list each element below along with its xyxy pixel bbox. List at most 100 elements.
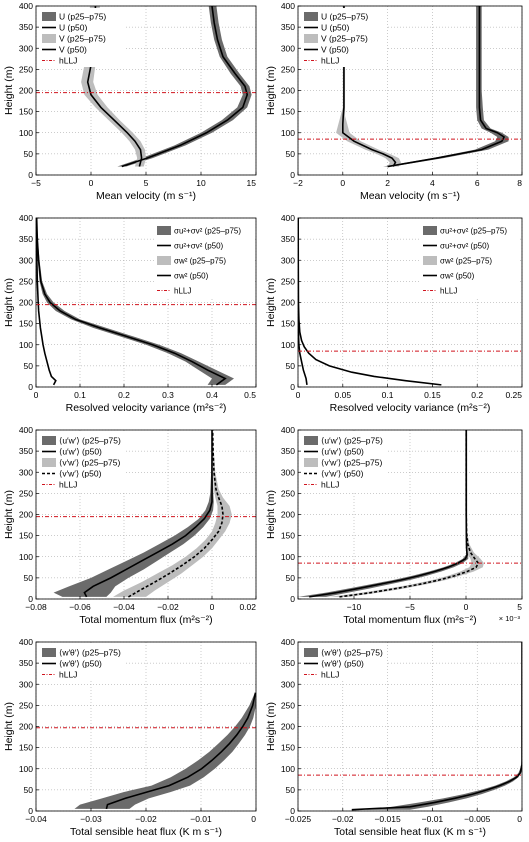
median-line--v-w-p50-	[339, 430, 480, 598]
legend: σu²+σv² (p25–p75) σu²+σv² (p50) σw² (p25–p…	[154, 220, 254, 299]
legend-entry: σw² (p50)	[440, 272, 475, 281]
legend-swatch	[42, 648, 56, 657]
legend-entry: ⟨w′θ′⟩ (p25–p75)	[321, 648, 383, 658]
legend-entry: σu²+σv² (p25–p75)	[440, 227, 507, 236]
x-tick-label: 0.4	[206, 390, 218, 400]
y-tick-label: 100	[281, 128, 295, 138]
legend-entry: σw² (p50)	[174, 272, 209, 281]
legend-entry: ⟨w′θ′⟩ (p50)	[321, 659, 364, 669]
legend-entry: ⟨u′w′⟩ (p25–p75)	[59, 436, 121, 446]
y-tick-label: 350	[19, 658, 33, 668]
band--w-p25-p75-	[74, 692, 256, 809]
y-tick-label: 200	[19, 510, 33, 520]
y-tick-label: 150	[19, 531, 33, 541]
y-tick-label: 350	[19, 22, 33, 32]
legend-entry: V (p50)	[321, 45, 349, 55]
y-tick-label: 250	[19, 276, 33, 286]
y-tick-label: 200	[281, 722, 295, 732]
x-axis-label: Mean velocity (m s⁻¹)	[360, 190, 460, 202]
legend-entry: U (p25–p75)	[59, 12, 106, 22]
y-tick-label: 50	[286, 573, 296, 583]
legend-swatch	[42, 458, 56, 467]
y-tick-label: 400	[281, 213, 295, 223]
chart-panel-variance-right: 0 0.05 0.1 0.15 0.2 0.25 0 50 100 150 200 250 300 350…	[265, 213, 523, 414]
legend-entry: σu²+σv² (p50)	[174, 242, 224, 251]
x-axis-label: Total sensible heat flux (K m s⁻¹)	[70, 826, 222, 838]
legend-entry: V (p25–p75)	[59, 34, 106, 44]
x-tick-label: 2	[385, 178, 390, 188]
y-tick-label: 0	[28, 594, 33, 604]
y-axis-label: Height (m)	[265, 278, 277, 327]
y-tick-label: 150	[281, 107, 295, 117]
y-tick-label: 100	[19, 552, 33, 562]
y-tick-label: 350	[281, 446, 295, 456]
y-tick-label: 250	[281, 276, 295, 286]
y-tick-label: 100	[19, 764, 33, 774]
legend-swatch	[42, 34, 56, 43]
x-tick-label: −2	[293, 178, 303, 188]
legend-entry: σw² (p25–p75)	[174, 257, 226, 266]
y-tick-label: 0	[28, 170, 33, 180]
legend-entry: σu²+σv² (p25–p75)	[174, 227, 241, 236]
legend-swatch	[157, 226, 171, 235]
y-tick-label: 200	[19, 722, 33, 732]
x-tick-label: −5	[405, 602, 415, 612]
legend: U (p25–p75)U (p50)V (p25–p75)V (p50)hLLJ	[301, 8, 387, 67]
x-tick-label: −0.06	[69, 602, 91, 612]
y-tick-label: 150	[281, 531, 295, 541]
legend-swatch	[304, 436, 318, 445]
y-tick-label: 100	[19, 128, 33, 138]
x-tick-label: 15	[247, 178, 257, 188]
y-tick-label: 400	[19, 213, 33, 223]
legend-entry: ⟨u′w′⟩ (p25–p75)	[321, 436, 383, 446]
y-tick-label: 150	[19, 743, 33, 753]
x-tick-label: −10	[347, 602, 362, 612]
legend-swatch	[42, 12, 56, 21]
x-axis-label: Resolved velocity variance (m²s⁻²)	[330, 402, 491, 414]
legend-entry: ⟨v′w′⟩ (p50)	[321, 469, 364, 479]
legend-entry: ⟨w′θ′⟩ (p25–p75)	[59, 648, 121, 658]
y-tick-label: 50	[286, 361, 296, 371]
median-line--u-v-p50-	[36, 218, 227, 386]
y-tick-label: 250	[19, 64, 33, 74]
y-axis-label: Height (m)	[3, 702, 15, 751]
y-tick-label: 50	[24, 573, 34, 583]
x-tick-label: 0.1	[382, 390, 394, 400]
y-tick-label: 350	[281, 22, 295, 32]
legend-entry: U (p50)	[321, 23, 350, 33]
y-tick-label: 100	[281, 764, 295, 774]
y-tick-label: 50	[286, 149, 296, 159]
y-tick-label: 350	[19, 446, 33, 456]
y-tick-label: 400	[281, 425, 295, 435]
legend-entry: ⟨w′θ′⟩ (p50)	[59, 659, 102, 669]
y-tick-label: 250	[19, 488, 33, 498]
y-tick-label: 200	[281, 86, 295, 96]
legend-entry: hLLJ	[321, 480, 339, 490]
x-tick-label: 0.25	[505, 390, 522, 400]
legend-swatch	[42, 436, 56, 445]
y-tick-label: 400	[281, 1, 295, 11]
y-tick-label: 0	[28, 806, 33, 816]
y-tick-label: 100	[19, 340, 33, 350]
y-axis-label: Height (m)	[265, 702, 277, 751]
x-tick-label: 0	[464, 602, 469, 612]
legend: ⟨w′θ′⟩ (p25–p75)⟨w′θ′⟩ (p50)hLLJ	[39, 644, 125, 681]
x-tick-label: 0	[89, 178, 94, 188]
y-tick-label: 300	[281, 679, 295, 689]
band--u-w-p25-p75-	[53, 430, 214, 597]
x-multiplier: × 10⁻³	[499, 614, 521, 623]
y-tick-label: 350	[281, 234, 295, 244]
y-tick-label: 300	[19, 467, 33, 477]
band--w-p25-p75-	[365, 642, 522, 810]
y-tick-label: 400	[19, 1, 33, 11]
x-tick-label: −0.04	[25, 814, 47, 824]
legend-entry: ⟨v′w′⟩ (p25–p75)	[321, 458, 382, 468]
x-tick-label: −0.03	[80, 814, 102, 824]
y-tick-label: 100	[281, 340, 295, 350]
y-tick-label: 250	[281, 700, 295, 710]
y-tick-label: 300	[281, 43, 295, 53]
x-tick-label: 0.2	[471, 390, 483, 400]
y-tick-label: 50	[24, 785, 34, 795]
